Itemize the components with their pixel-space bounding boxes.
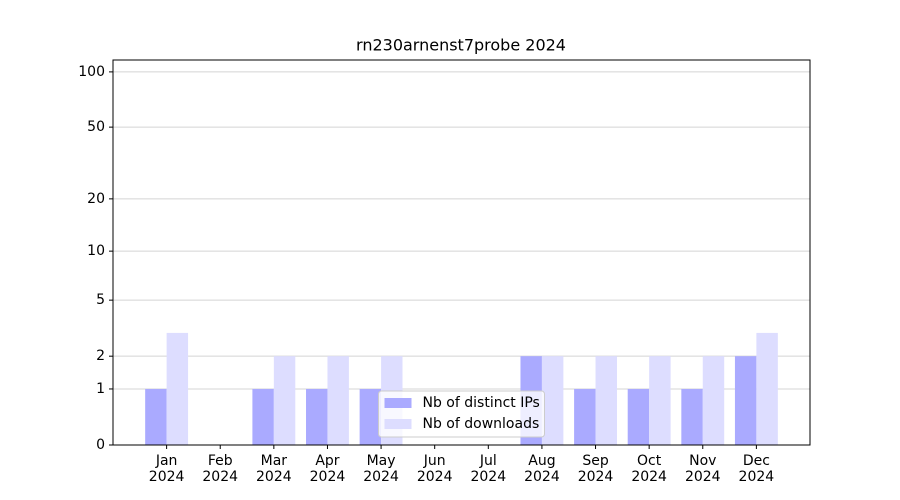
x-tick-label: Dec 2024 [738,453,775,485]
y-tick-label: 0 [96,437,105,453]
bar [327,356,349,445]
bar [649,356,671,445]
x-tick-label: Oct 2024 [631,453,667,485]
bar [574,388,596,445]
x-tick-label: Apr 2024 [309,453,346,485]
bar [681,388,703,445]
x-tick-label: Jun 2024 [416,453,453,485]
y-tick-label: 20 [87,191,105,207]
bar [306,388,328,445]
x-tick-label: Mar 2024 [256,453,292,485]
x-tick-label: Nov 2024 [684,453,721,485]
bar [252,388,274,445]
x-tick-label: Sep 2024 [577,453,614,485]
legend-swatch [384,398,412,408]
legend-swatch [384,419,412,429]
y-tick-label: 2 [96,348,105,364]
legend-label: Nb of downloads [423,416,540,432]
bar [627,388,650,445]
x-tick-label: Feb 2024 [202,453,239,485]
legend-box [378,390,545,438]
bar [273,356,296,445]
y-tick-label: 5 [96,292,105,308]
y-tick-label: 1 [96,381,105,397]
y-tick-label: 50 [87,119,105,135]
chart-title: rn230arnenst7probe 2024 [356,36,566,55]
y-tick-label: 100 [78,64,105,80]
legend: Nb of distinct IPs Nb of downloads [378,390,545,438]
bar [595,356,617,445]
x-tick-label: Jan 2024 [148,453,185,485]
legend-label: Nb of distinct IPs [423,395,540,411]
bar [702,356,725,445]
bar [166,332,189,445]
x-tick-label: Jul 2024 [470,453,507,485]
x-tick-label: May 2024 [363,453,399,485]
bar [734,356,757,445]
bar [541,356,564,445]
plot-frame [112,59,811,446]
x-tick-label: Aug 2024 [524,453,560,485]
bar [756,332,778,445]
bar [145,388,167,445]
y-tick-label: 10 [87,243,105,259]
bar [359,388,382,445]
